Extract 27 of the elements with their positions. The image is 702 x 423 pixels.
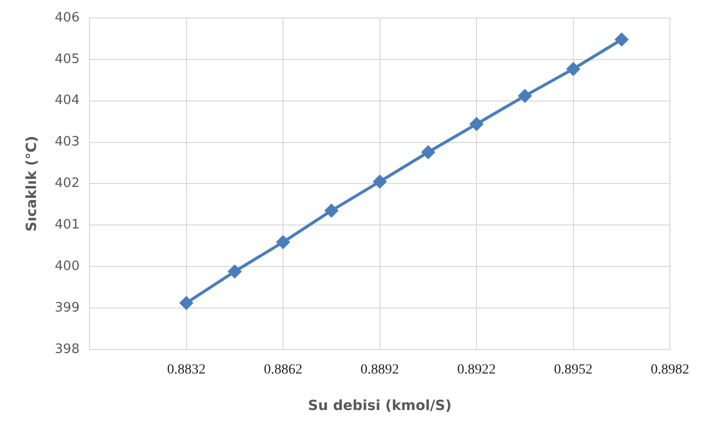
- x-tick-label: 0.8922: [457, 362, 496, 378]
- y-tick-label: 406: [54, 10, 80, 26]
- x-axis-title: Su debisi (kmol/S): [308, 398, 452, 414]
- point: [422, 146, 435, 159]
- y-tick-label: 401: [54, 218, 80, 232]
- y-tick-label: 405: [54, 52, 80, 67]
- y-tick-label: 403: [54, 134, 80, 150]
- x-tick-label: 0.8892: [360, 362, 400, 378]
- point: [615, 33, 628, 46]
- point: [470, 118, 484, 131]
- y-tick-label: 399: [54, 300, 80, 316]
- point: [373, 175, 386, 188]
- x-tick-label: 0.8952: [554, 362, 593, 378]
- y-tick-label: 400: [54, 258, 80, 274]
- point: [518, 89, 532, 102]
- point: [324, 204, 338, 218]
- y-tick-label: 398: [54, 342, 80, 357]
- y-tick-label: 404: [54, 93, 80, 108]
- point: [566, 62, 580, 76]
- y-tick-label: 402: [54, 176, 80, 192]
- y-axis-title: Sıcaklık (°C): [24, 136, 40, 232]
- x-tick-label: 0.8982: [650, 362, 690, 378]
- x-tick-label: 0.8862: [264, 362, 302, 378]
- point: [228, 265, 242, 278]
- x-tick-label: 0.8832: [167, 362, 206, 378]
- point: [276, 236, 290, 249]
- point: [180, 296, 193, 310]
